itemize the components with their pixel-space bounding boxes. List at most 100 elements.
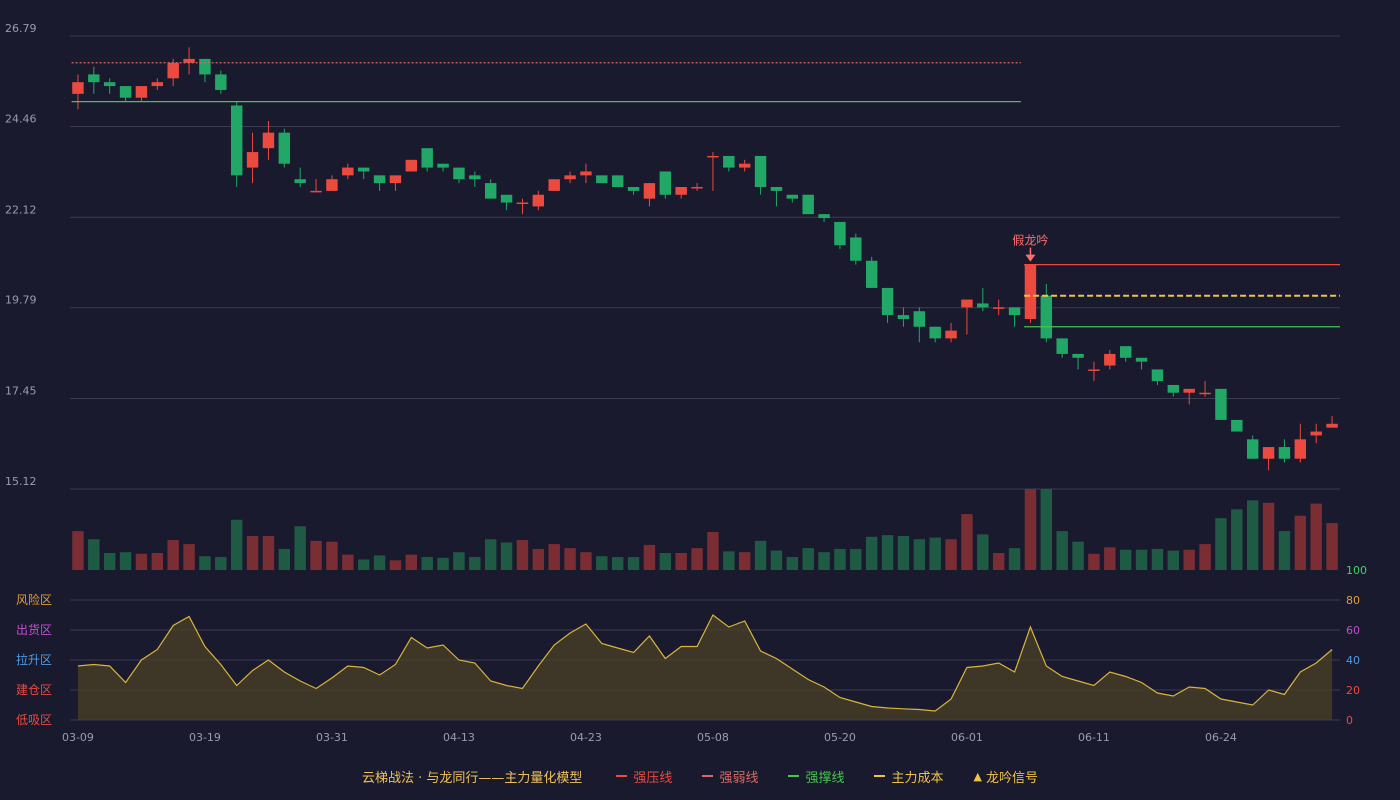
volume-bar [1151,548,1164,570]
price-tick-label: 15.12 [5,475,37,488]
candle-body [992,307,1005,309]
candle [151,78,164,90]
candle [929,326,941,343]
candle-body [770,187,783,191]
indicator-tick-label: 0 [1346,714,1353,727]
candle [1167,384,1180,397]
candle [1024,264,1037,323]
candle [1246,435,1259,459]
volume-bar [199,556,211,570]
volume-bar [151,552,164,570]
candle [294,167,306,187]
volume-bar [262,535,275,570]
volume-bar [532,548,545,570]
candle-body [119,86,132,98]
candle [961,299,973,335]
volume-bar [103,552,116,570]
x-tick-label: 04-23 [570,731,602,744]
candle [1326,416,1338,428]
candle [532,190,545,211]
candle-body [215,74,227,90]
volume-bar [500,542,513,570]
volume-bar [834,548,846,570]
signal-label: 假龙吟 [1012,233,1048,248]
volume-bar [453,552,465,570]
indicator-tick-label: 40 [1346,654,1360,667]
x-tick-label: 06-24 [1205,731,1237,744]
candle-body [326,179,338,191]
volume-bar [738,552,751,570]
candle-body [1088,369,1100,371]
candle [484,179,497,199]
legend-item-signal[interactable]: ▲ 龙吟信号 [973,767,1037,786]
candle [230,101,243,187]
candle-body [1135,357,1148,362]
legend-label-resistance: 强压线 [633,770,673,786]
candle-body [1056,338,1068,354]
candle-body [675,187,687,195]
volume-bar [1262,502,1275,570]
volume-bar [897,535,910,570]
volume-bar [961,514,973,570]
candle-body [802,194,814,215]
candle-body [1326,423,1338,428]
candle [1088,361,1100,382]
volume-bar [1104,547,1116,570]
candle [310,179,322,193]
candle [977,287,989,312]
candle-body [659,171,672,195]
volume-bar [1167,550,1180,570]
candle-body [103,82,116,87]
candle [469,171,481,187]
legend-item-cost[interactable]: 主力成本 [874,767,943,786]
indicator-tick-label: 20 [1346,684,1360,697]
legend-item-weak[interactable]: 强弱线 [702,767,758,786]
volume-bar [865,536,878,570]
candle [723,155,735,172]
candle [500,194,513,211]
volume-bar [611,557,624,570]
candle [1278,439,1291,463]
candle [802,194,814,215]
candle [357,167,370,180]
volume-bar [723,551,735,570]
legend-item-resistance[interactable]: 强压线 [616,767,672,786]
candle-body [754,155,767,187]
legend: 云梯战法 · 与龙同行——主力量化模型 强压线 强弱线 强撑线 主力成本 ▲ 龙… [0,766,1400,786]
volume-bar [1088,553,1100,570]
volume-bar [278,548,291,570]
candle [1294,423,1307,463]
volume-bar [1231,509,1243,570]
volume-bar [1278,531,1291,570]
volume-bar [548,544,560,570]
candle-body [1310,431,1322,436]
volume-bar [1040,489,1053,570]
volume-bar [818,552,830,570]
volume-bar [596,556,608,570]
x-tick-label: 03-19 [189,731,221,744]
volume-bar [119,552,132,570]
candle [548,179,560,191]
candle [786,194,799,203]
candle-body [500,194,513,203]
candle-body [929,326,941,339]
volume-bar [72,531,84,570]
candle-body [516,202,529,205]
candle [1040,284,1053,343]
volume-bar [246,535,259,570]
candle-body [230,105,243,176]
volume-bar [88,539,100,570]
price-tick-label: 19.79 [5,294,37,307]
candle-body [1072,353,1084,358]
volume-bar [977,534,989,570]
candle-body [72,82,84,94]
volume-bar [1183,549,1195,570]
candle-body [1199,392,1211,395]
candle [389,175,402,191]
volume-bar [405,554,418,570]
candle-body [643,183,656,199]
candle-body [1262,447,1275,459]
volume-bar [770,550,783,570]
volume-bar [675,552,687,570]
legend-item-support[interactable]: 强撑线 [788,767,844,786]
